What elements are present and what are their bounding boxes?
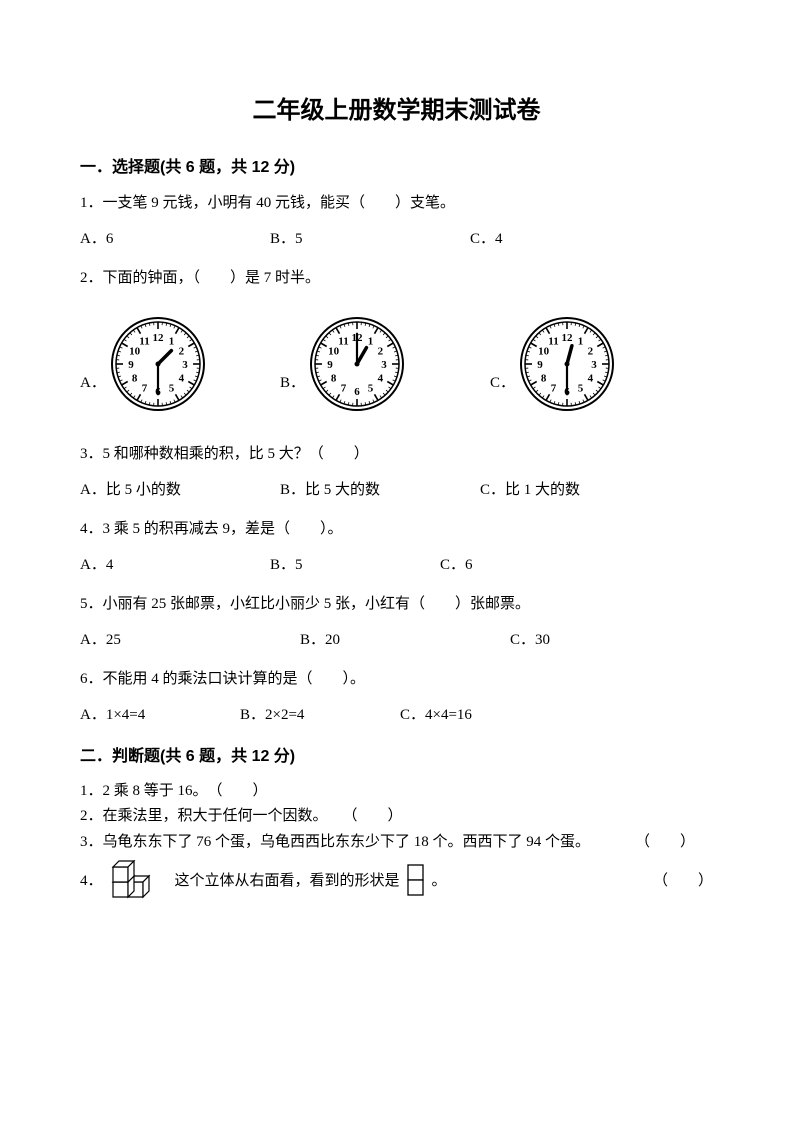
q3-opt-a: A．比 5 小的数 bbox=[80, 478, 280, 499]
tf2: 2．在乘法里，积大于任何一个因数。 （ ） bbox=[80, 805, 713, 828]
tf4-dot: 。 bbox=[432, 869, 447, 890]
tf3: 3．乌龟东东下了 76 个蛋，乌龟西西比东东少下了 18 个。西西下了 94 个… bbox=[80, 831, 713, 854]
svg-text:11: 11 bbox=[548, 336, 558, 348]
svg-text:11: 11 bbox=[338, 336, 348, 348]
q1-opt-b: B．5 bbox=[270, 227, 470, 248]
q5-text: 5．小丽有 25 张邮票，小红比小丽少 5 张，小红有（ ）张邮票。 bbox=[80, 592, 713, 616]
svg-text:7: 7 bbox=[341, 382, 347, 394]
q5-opt-a: A．25 bbox=[80, 628, 300, 649]
q3-text: 3．5 和哪种数相乘的积，比 5 大？（ ） bbox=[80, 442, 713, 466]
q5-options: A．25 B．20 C．30 bbox=[80, 628, 713, 649]
q6-opt-b: B．2×2=4 bbox=[240, 703, 400, 724]
cubes-icon bbox=[107, 860, 167, 900]
svg-text:3: 3 bbox=[182, 359, 188, 371]
svg-text:2: 2 bbox=[378, 346, 384, 358]
q5-opt-c: C．30 bbox=[510, 628, 550, 649]
svg-text:12: 12 bbox=[152, 332, 164, 344]
q6-opt-a: A．1×4=4 bbox=[80, 703, 240, 724]
clock-c-icon: 123456789101112 bbox=[519, 316, 615, 412]
tf4-num: 4． bbox=[80, 869, 103, 890]
q2-b-label: B． bbox=[280, 371, 305, 392]
q6-text: 6．不能用 4 的乘法口诀计算的是（ ）。 bbox=[80, 667, 713, 691]
clock-b-icon: 123456789101112 bbox=[309, 316, 405, 412]
q1-text: 1．一支笔 9 元钱，小明有 40 元钱，能买（ ）支笔。 bbox=[80, 191, 713, 215]
exam-page: 二年级上册数学期末测试卷 一．选择题(共 6 题，共 12 分) 1．一支笔 9… bbox=[0, 0, 793, 940]
q2-text: 2．下面的钟面，（ ）是 7 时半。 bbox=[80, 266, 713, 290]
svg-text:9: 9 bbox=[537, 359, 543, 371]
page-title: 二年级上册数学期末测试卷 bbox=[80, 90, 713, 125]
svg-text:5: 5 bbox=[169, 382, 175, 394]
svg-text:5: 5 bbox=[578, 382, 584, 394]
svg-text:9: 9 bbox=[128, 359, 134, 371]
svg-text:3: 3 bbox=[381, 359, 387, 371]
tf4: 4． 这个立体从右面看，看到的形状是 。 （ ） bbox=[80, 860, 713, 900]
svg-text:7: 7 bbox=[142, 382, 148, 394]
q2-opt-a: A． 123456789101112 bbox=[80, 316, 280, 412]
clock-a-icon: 123456789101112 bbox=[110, 316, 206, 412]
svg-text:3: 3 bbox=[591, 359, 597, 371]
q3-options: A．比 5 小的数 B．比 5 大的数 C．比 1 大的数 bbox=[80, 478, 713, 499]
q4-opt-a: A．4 bbox=[80, 553, 270, 574]
svg-text:7: 7 bbox=[551, 382, 557, 394]
svg-text:1: 1 bbox=[578, 336, 584, 348]
q1-opt-c: C．4 bbox=[470, 227, 503, 248]
svg-text:4: 4 bbox=[178, 373, 184, 385]
svg-text:4: 4 bbox=[588, 373, 594, 385]
q2-c-label: C． bbox=[490, 371, 515, 392]
q1-opt-a: A．6 bbox=[80, 227, 270, 248]
tf4-paren: （ ） bbox=[653, 869, 713, 890]
tf1: 1．2 乘 8 等于 16。 （ ） bbox=[80, 780, 713, 803]
svg-text:8: 8 bbox=[331, 373, 337, 385]
svg-text:2: 2 bbox=[178, 346, 184, 358]
svg-text:12: 12 bbox=[562, 332, 574, 344]
svg-text:8: 8 bbox=[132, 373, 138, 385]
svg-text:5: 5 bbox=[368, 382, 374, 394]
svg-text:9: 9 bbox=[327, 359, 333, 371]
svg-text:8: 8 bbox=[541, 373, 547, 385]
q5-opt-b: B．20 bbox=[300, 628, 510, 649]
tf4-text: 这个立体从右面看，看到的形状是 bbox=[175, 869, 400, 890]
q2-a-label: A． bbox=[80, 371, 106, 392]
svg-text:1: 1 bbox=[169, 336, 175, 348]
q6-options: A．1×4=4 B．2×2=4 C．4×4=16 bbox=[80, 703, 713, 724]
q1-options: A．6 B．5 C．4 bbox=[80, 227, 713, 248]
q4-opt-b: B．5 bbox=[270, 553, 440, 574]
svg-text:6: 6 bbox=[354, 386, 360, 398]
svg-text:1: 1 bbox=[368, 336, 374, 348]
q4-opt-c: C．6 bbox=[440, 553, 473, 574]
q6-opt-c: C．4×4=16 bbox=[400, 703, 472, 724]
section1-header: 一．选择题(共 6 题，共 12 分) bbox=[80, 153, 713, 177]
section2-header: 二．判断题(共 6 题，共 12 分) bbox=[80, 742, 713, 766]
svg-text:11: 11 bbox=[139, 336, 149, 348]
q4-text: 4．3 乘 5 的积再减去 9，差是（ ）。 bbox=[80, 517, 713, 541]
q4-options: A．4 B．5 C．6 bbox=[80, 553, 713, 574]
q3-opt-b: B．比 5 大的数 bbox=[280, 478, 480, 499]
svg-text:4: 4 bbox=[378, 373, 384, 385]
q2-opt-c: C． 123456789101112 bbox=[490, 316, 615, 412]
q2-clocks: A． 123456789101112 B． 123456789101112 C．… bbox=[80, 316, 713, 412]
svg-text:2: 2 bbox=[588, 346, 594, 358]
q3-opt-c: C．比 1 大的数 bbox=[480, 478, 580, 499]
q2-opt-b: B． 123456789101112 bbox=[280, 316, 490, 412]
two-square-icon bbox=[406, 863, 426, 897]
